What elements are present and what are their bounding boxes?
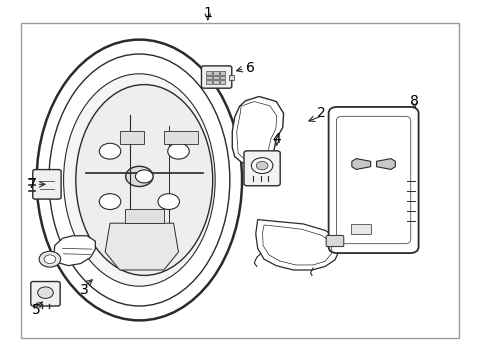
Bar: [213, 80, 218, 84]
FancyBboxPatch shape: [328, 107, 418, 253]
Polygon shape: [255, 220, 339, 270]
Polygon shape: [232, 96, 283, 164]
FancyBboxPatch shape: [31, 282, 60, 306]
Polygon shape: [351, 159, 370, 170]
Ellipse shape: [63, 74, 215, 286]
Bar: [229, 75, 234, 80]
Circle shape: [99, 194, 121, 210]
Circle shape: [44, 255, 56, 264]
Text: 6: 6: [245, 62, 254, 75]
Circle shape: [125, 166, 153, 186]
Text: 8: 8: [409, 94, 418, 108]
Ellipse shape: [76, 85, 212, 275]
Bar: [163, 131, 198, 144]
FancyBboxPatch shape: [244, 151, 280, 186]
Bar: [124, 209, 163, 223]
Bar: [350, 224, 370, 234]
Text: 5: 5: [32, 303, 41, 317]
Polygon shape: [105, 223, 178, 270]
Polygon shape: [376, 159, 394, 170]
FancyBboxPatch shape: [33, 170, 61, 199]
Circle shape: [38, 287, 53, 298]
FancyBboxPatch shape: [201, 66, 231, 88]
Bar: [220, 76, 225, 79]
Circle shape: [167, 143, 189, 159]
Bar: [120, 131, 144, 144]
Ellipse shape: [37, 40, 242, 320]
Bar: [20, 23, 458, 338]
Circle shape: [256, 161, 267, 170]
Bar: [206, 76, 211, 79]
Polygon shape: [54, 236, 95, 266]
Bar: [206, 80, 211, 84]
Text: 3: 3: [80, 283, 89, 297]
Text: 7: 7: [27, 177, 36, 191]
Bar: [206, 71, 211, 75]
Bar: [220, 71, 225, 75]
Circle shape: [99, 143, 121, 159]
Circle shape: [158, 194, 179, 210]
Bar: [220, 80, 225, 84]
Text: 2: 2: [317, 107, 325, 120]
FancyBboxPatch shape: [325, 235, 343, 247]
Text: 1: 1: [203, 6, 212, 19]
Text: 4: 4: [272, 132, 281, 145]
Bar: [213, 71, 218, 75]
Circle shape: [135, 170, 153, 183]
Ellipse shape: [49, 54, 229, 306]
Circle shape: [251, 158, 272, 174]
Bar: [213, 76, 218, 79]
Circle shape: [39, 251, 61, 267]
